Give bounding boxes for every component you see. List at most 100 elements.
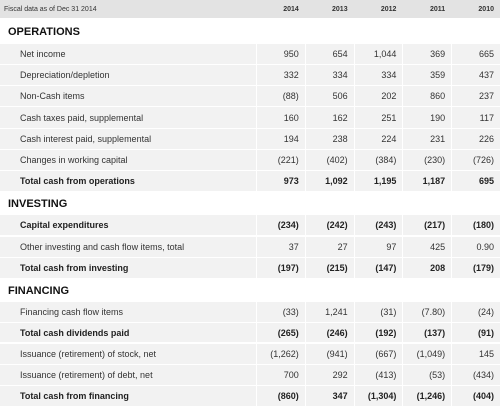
row-label: Total cash from operations: [20, 176, 135, 186]
row-value: (413): [353, 365, 403, 385]
section-investing-title: INVESTING: [0, 194, 500, 214]
row-value: (147): [353, 258, 403, 278]
row-value: 1,092: [304, 171, 354, 191]
row-value: 237: [451, 86, 500, 106]
row-value: (726): [451, 150, 500, 170]
row-value: (1,049): [402, 344, 452, 364]
table-row: Net income 950 654 1,044 369 665: [0, 44, 500, 65]
table-row-total: Capital expenditures (234) (242) (243) (…: [0, 215, 500, 237]
row-value: 1,195: [353, 171, 403, 191]
section-financing-title: FINANCING: [0, 281, 500, 301]
table-header: Fiscal data as of Dec 31 2014 2014 2013 …: [0, 0, 500, 18]
row-value: 950: [256, 44, 305, 64]
row-value: 665: [451, 44, 500, 64]
year-header: 2011: [430, 5, 446, 13]
year-header: 2010: [478, 5, 494, 13]
table-row-total: Total cash from operations 973 1,092 1,1…: [0, 171, 500, 193]
row-label: Cash interest paid, supplemental: [20, 134, 152, 144]
row-value: (221): [256, 150, 305, 170]
row-value: 162: [304, 107, 354, 128]
table-row: Issuance (retirement) of debt, net 700 2…: [0, 365, 500, 386]
table-row: Financing cash flow items (33) 1,241 (31…: [0, 302, 500, 323]
row-value: (217): [402, 215, 452, 235]
row-value: (404): [451, 386, 500, 406]
row-value: 37: [256, 237, 305, 257]
row-value: 145: [451, 344, 500, 364]
row-value: (242): [304, 215, 354, 235]
table-row: Other investing and cash flow items, tot…: [0, 237, 500, 258]
row-value: 292: [304, 365, 354, 385]
row-value: (860): [256, 386, 305, 406]
row-value: 238: [304, 129, 354, 149]
row-value: (265): [256, 323, 305, 342]
row-label: Issuance (retirement) of stock, net: [20, 349, 157, 359]
table-row: Cash taxes paid, supplemental 160 162 25…: [0, 107, 500, 129]
row-value: (1,304): [353, 386, 403, 406]
row-value: 202: [353, 86, 403, 106]
row-value: 1,044: [353, 44, 403, 64]
row-label: Total cash dividends paid: [20, 327, 130, 338]
row-value: (180): [451, 215, 500, 235]
row-label: Cash taxes paid, supplemental: [20, 112, 144, 123]
row-value: (434): [451, 365, 500, 385]
row-value: 347: [304, 386, 354, 406]
table-row: Changes in working capital (221) (402) (…: [0, 150, 500, 171]
row-value: 425: [402, 237, 452, 257]
row-value: (667): [353, 344, 403, 364]
row-label: Net income: [20, 49, 66, 59]
row-label: Depreciation/depletion: [20, 70, 110, 80]
row-value: 27: [304, 237, 354, 257]
row-value: (33): [256, 302, 305, 322]
row-value: (402): [304, 150, 354, 170]
row-value: 332: [256, 65, 305, 85]
row-value: (384): [353, 150, 403, 170]
row-label: Changes in working capital: [20, 155, 128, 165]
year-header: 2012: [380, 5, 397, 13]
row-value: 695: [451, 171, 500, 191]
row-value: 973: [256, 171, 305, 191]
row-value: 208: [402, 258, 452, 278]
row-label: Total cash from investing: [20, 263, 129, 273]
row-value: (197): [256, 258, 305, 278]
table-row-total: Total cash from financing (860) 347 (1,3…: [0, 386, 500, 408]
row-value: (941): [304, 344, 354, 364]
row-value: (1,262): [256, 344, 305, 364]
row-value: (179): [451, 258, 500, 278]
fiscal-data-label: Fiscal data as of Dec 31 2014: [4, 5, 97, 13]
row-label: Issuance (retirement) of debt, net: [20, 370, 153, 380]
row-value: 506: [304, 86, 354, 106]
row-value: 97: [353, 237, 403, 257]
year-header: 2013: [332, 5, 348, 13]
row-value: 860: [402, 86, 452, 106]
row-value: 1,187: [402, 171, 452, 191]
row-value: (230): [402, 150, 452, 170]
row-value: (246): [304, 323, 354, 342]
row-value: 654: [304, 44, 354, 64]
table-row: Issuance (retirement) of stock, net (1,2…: [0, 344, 500, 365]
row-value: 160: [256, 107, 305, 128]
row-value: (31): [353, 302, 403, 322]
row-value: 251: [353, 107, 403, 128]
row-value: 194: [256, 129, 305, 149]
row-value: 334: [304, 65, 354, 85]
table-row-total: Total cash dividends paid (265) (246) (1…: [0, 323, 500, 344]
section-operations-title: OPERATIONS: [0, 22, 500, 42]
row-value: (234): [256, 215, 305, 235]
row-value: 700: [256, 365, 305, 385]
row-value: 224: [353, 129, 403, 149]
row-value: 359: [402, 65, 452, 85]
row-value: 117: [451, 107, 500, 128]
year-header: 2014: [283, 5, 299, 13]
row-value: (53): [402, 365, 452, 385]
row-value: (137): [402, 323, 452, 342]
row-value: (243): [353, 215, 403, 235]
row-value: 190: [402, 107, 452, 128]
table-row-total: Total cash from investing (197) (215) (1…: [0, 258, 500, 280]
row-value: 369: [402, 44, 452, 64]
row-label: Financing cash flow items: [20, 307, 124, 317]
row-value: 231: [402, 129, 452, 149]
row-value: 0.90: [451, 237, 500, 257]
row-value: (88): [256, 86, 305, 106]
table-row: Depreciation/depletion 332 334 334 359 4…: [0, 65, 500, 86]
row-label: Total cash from financing: [20, 391, 129, 401]
